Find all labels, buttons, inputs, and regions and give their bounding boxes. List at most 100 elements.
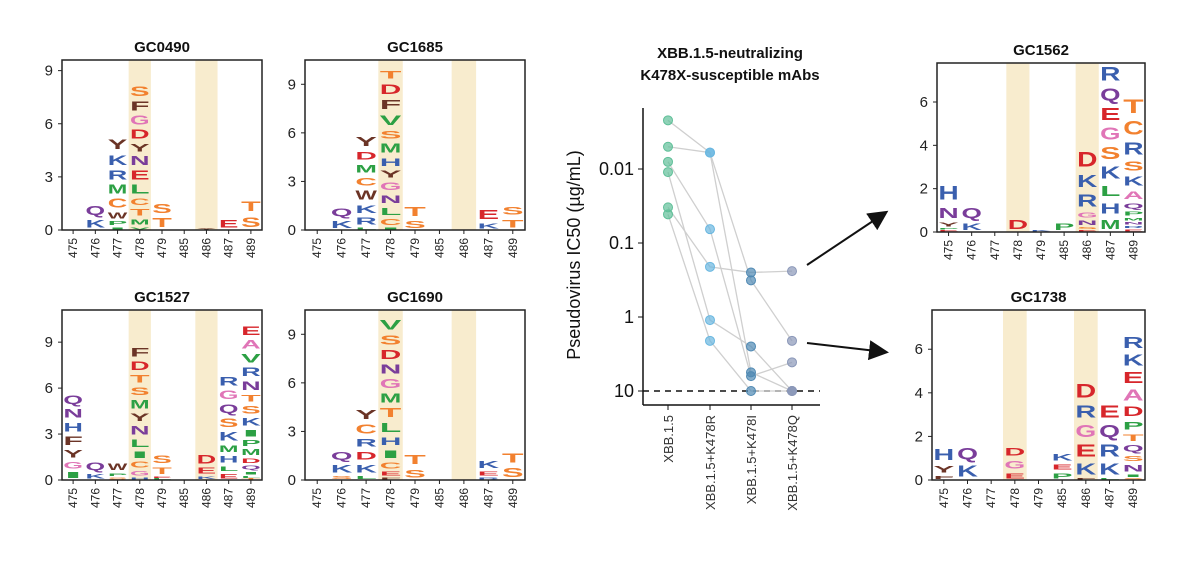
logo-letter: S bbox=[1123, 478, 1144, 480]
x-tick-label: 475 bbox=[942, 240, 956, 260]
logo-letter: M bbox=[241, 448, 261, 457]
highlight-band-478 bbox=[378, 60, 403, 230]
x-tick-label: 478 bbox=[384, 238, 398, 258]
logo-letter: C bbox=[380, 217, 402, 226]
logo-letter: Q bbox=[1099, 422, 1120, 441]
x-tick-label: 476 bbox=[88, 488, 102, 508]
logo-letter: D bbox=[1008, 217, 1028, 232]
logo-letter: L bbox=[1099, 478, 1120, 480]
logo-panel-gc1685: KQLRKWCMDYICLNGYHMSVFDTSTKETSGC168503694… bbox=[288, 39, 526, 258]
logo-letter: I bbox=[130, 450, 150, 460]
x-tick-label: XBB.1.5+K478Q bbox=[785, 415, 800, 511]
logo-letter: K bbox=[1052, 452, 1073, 463]
highlight-band-478 bbox=[128, 60, 151, 230]
arrows bbox=[806, 210, 889, 361]
logo-letter: K bbox=[108, 152, 128, 168]
logo-letter: E bbox=[938, 230, 958, 232]
logo-letter: G bbox=[219, 389, 239, 402]
logo-letter: E bbox=[1123, 229, 1143, 232]
logo-letter: G bbox=[130, 113, 150, 127]
logo-letter: K bbox=[219, 430, 239, 443]
x-tick-label: 489 bbox=[244, 488, 258, 508]
logo-letter: C bbox=[1123, 118, 1144, 139]
logo-letter: D bbox=[355, 449, 377, 462]
logo-letter: T bbox=[241, 198, 261, 214]
x-tick-label: 486 bbox=[457, 488, 471, 508]
data-point-mAb-6 bbox=[705, 335, 715, 346]
logo-letter: Y bbox=[130, 412, 150, 424]
y-axis-label: Pseudovirus IC50 (µg/mL) bbox=[564, 150, 584, 359]
logo-letter: S bbox=[1100, 144, 1120, 163]
logo-letter: S bbox=[241, 404, 261, 416]
panel-title: GC1562 bbox=[1013, 42, 1069, 59]
logo-letter: T bbox=[241, 393, 261, 403]
y-tick-label: 4 bbox=[920, 137, 928, 154]
y-tick-label: 0 bbox=[288, 222, 296, 239]
x-tick-label: 489 bbox=[1126, 488, 1140, 508]
series-line-mAb-2 bbox=[667, 146, 793, 392]
logo-letter: A bbox=[1123, 189, 1143, 202]
chart-title-line1: XBB.1.5-neutralizing bbox=[657, 45, 803, 62]
x-tick-label: 486 bbox=[1080, 240, 1094, 260]
x-tick-label: 487 bbox=[481, 488, 495, 508]
logo-letter: P bbox=[1052, 471, 1073, 480]
logo-letter: D bbox=[197, 453, 217, 466]
logo-letter: P bbox=[938, 228, 959, 230]
logo-letter: M bbox=[108, 182, 128, 196]
logo-letter: K bbox=[86, 473, 106, 480]
data-point-mAb-5 bbox=[787, 266, 797, 277]
logo-letter: S bbox=[502, 466, 524, 480]
logo-letter: F bbox=[130, 99, 150, 113]
logo-letter: Y bbox=[355, 135, 377, 149]
y-tick-label: 3 bbox=[288, 423, 296, 440]
logo-letter: C bbox=[380, 461, 402, 470]
logo-letter: M bbox=[355, 162, 377, 175]
logo-letter: P bbox=[108, 473, 128, 477]
data-point-mAb-4 bbox=[746, 341, 756, 352]
logo-letter: I bbox=[380, 448, 402, 461]
data-point-mAb-3 bbox=[663, 156, 673, 167]
logo-letter: S bbox=[1077, 227, 1097, 230]
logo-letter: S bbox=[152, 454, 172, 466]
logo-letter: R bbox=[1077, 191, 1097, 210]
logo-letter: S bbox=[380, 128, 402, 141]
logo-letter: R bbox=[355, 436, 377, 449]
logo-letter: E bbox=[219, 218, 239, 230]
logo-letter: H bbox=[63, 421, 83, 434]
logo-letter: S bbox=[380, 333, 402, 347]
logo-letter: K bbox=[241, 416, 261, 428]
y-tick-label: 6 bbox=[45, 380, 53, 397]
logo-letter: M bbox=[380, 141, 402, 155]
logo-letter: F bbox=[380, 98, 402, 112]
data-point-mAb-5 bbox=[705, 261, 715, 272]
x-tick-label: 475 bbox=[66, 238, 80, 258]
logo-letter: Q bbox=[1123, 443, 1144, 454]
series-line-mAb-6 bbox=[667, 214, 792, 392]
panel-title: GC1690 bbox=[387, 289, 443, 306]
logo-letter: Q bbox=[63, 393, 83, 406]
logo-letter: T bbox=[404, 204, 426, 218]
x-tick-label: 478 bbox=[133, 238, 147, 258]
y-tick-label: 2 bbox=[915, 428, 923, 445]
logo-letter: L bbox=[355, 227, 377, 230]
ic50-chart: XBB.1.5-neutralizing K478X-susceptible mA… bbox=[564, 45, 820, 511]
data-point-mAb-3 bbox=[705, 224, 715, 235]
logo-letter: L bbox=[130, 438, 150, 450]
x-tick-label: 479 bbox=[1032, 488, 1046, 508]
x-tick-label: 489 bbox=[506, 488, 520, 508]
highlight-band-486 bbox=[451, 310, 477, 480]
y-tick-label: 6 bbox=[288, 375, 296, 392]
logo-letter: G bbox=[130, 470, 150, 477]
logo-letter: S bbox=[502, 204, 524, 217]
logo-letter: N bbox=[938, 204, 958, 221]
logo-letter: I bbox=[241, 471, 261, 475]
logo-letter: F bbox=[933, 475, 954, 480]
x-tick-label: 487 bbox=[1103, 488, 1117, 508]
logo-letter: Q bbox=[331, 449, 353, 462]
highlight-band-478 bbox=[378, 310, 403, 480]
x-tick-label: 489 bbox=[1126, 240, 1140, 260]
logo-letter: E bbox=[380, 470, 402, 476]
y-tick-label: 9 bbox=[45, 63, 53, 80]
data-point-mAb-6 bbox=[746, 386, 756, 396]
